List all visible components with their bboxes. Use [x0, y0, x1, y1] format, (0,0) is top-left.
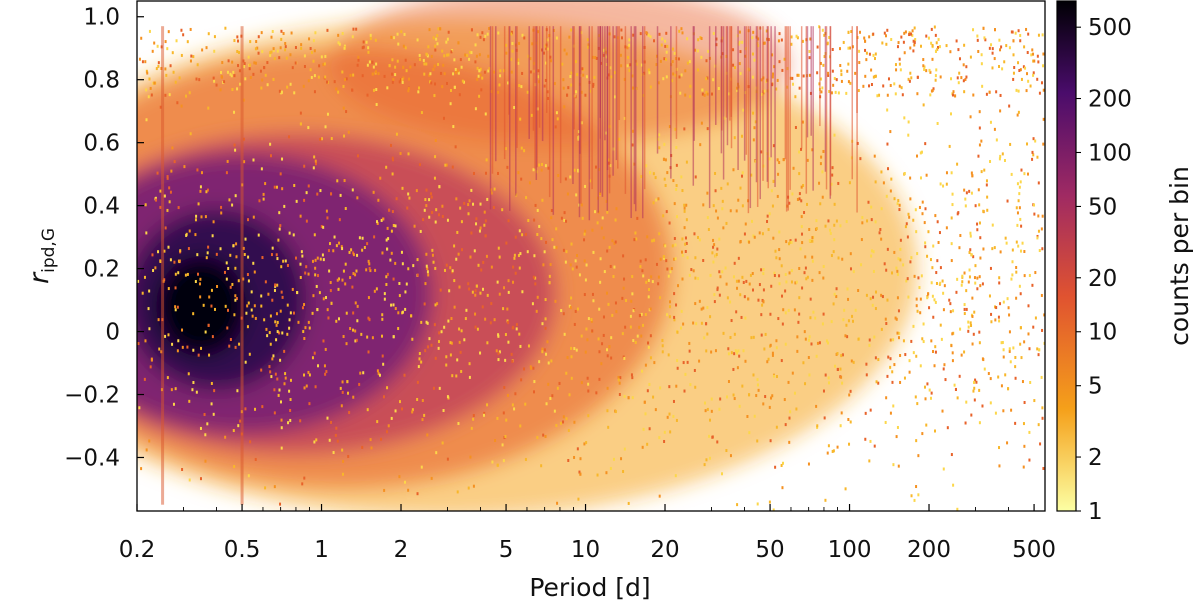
y-tick-label: −0.2 [64, 383, 120, 409]
x-tick-label: 2 [394, 537, 409, 563]
y-tick-label: 1.0 [83, 5, 120, 31]
x-axis: 0.2 0.5 1 2 5 10 20 50 100 200 500 [119, 504, 1056, 563]
colorbar [1056, 0, 1077, 512]
density-speckle [137, 25, 1045, 511]
colorbar-tick-label: 1 [1088, 499, 1103, 525]
x-axis-title: Period [d] [529, 573, 650, 602]
y-axis-title: ripd,G [24, 228, 59, 284]
y-axis-title-subscript: ipd,G [39, 228, 59, 273]
colorbar-tick-label: 50 [1088, 194, 1117, 220]
colorbar-tick-label: 20 [1088, 266, 1117, 292]
x-tick-label: 0.5 [224, 537, 261, 563]
x-tick-label: 5 [499, 537, 514, 563]
plot-frame [136, 0, 1046, 512]
density-glow [137, 1, 918, 511]
colorbar-title: counts per bin [1165, 166, 1194, 346]
x-tick-label: 100 [828, 537, 872, 563]
y-tick-label: 0.4 [83, 194, 120, 220]
colorbar-tick-label: 5 [1088, 374, 1103, 400]
y-tick-label: 0.2 [83, 257, 120, 283]
colorbar-tick-label: 200 [1088, 87, 1132, 113]
y-tick-label: −0.4 [64, 445, 120, 471]
x-tick-label: 200 [907, 537, 951, 563]
x-tick-label: 1 [314, 537, 329, 563]
y-axis: 1.0 0.8 0.6 0.4 0.2 0 −0.2 −0.4 [64, 5, 144, 471]
x-tick-label: 10 [571, 537, 600, 563]
colorbar-tick-label: 100 [1088, 140, 1132, 166]
x-tick-label: 20 [650, 537, 679, 563]
colorbar-ticks: 500 200 100 50 20 10 5 2 1 [1076, 15, 1132, 525]
x-tick-label: 500 [1012, 537, 1056, 563]
alias-streaks [161, 26, 858, 505]
y-tick-label: 0 [105, 320, 120, 346]
x-tick-label: 0.2 [119, 537, 156, 563]
y-tick-label: 0.6 [83, 131, 120, 157]
x-tick-label: 50 [755, 537, 784, 563]
colorbar-tick-label: 2 [1088, 445, 1103, 471]
y-axis-title-main: r [24, 271, 55, 284]
heatmap-density [137, 1, 1045, 511]
y-tick-label: 0.8 [83, 68, 120, 94]
colorbar-tick-label: 10 [1088, 320, 1117, 346]
colorbar-tick-label: 500 [1088, 15, 1132, 41]
